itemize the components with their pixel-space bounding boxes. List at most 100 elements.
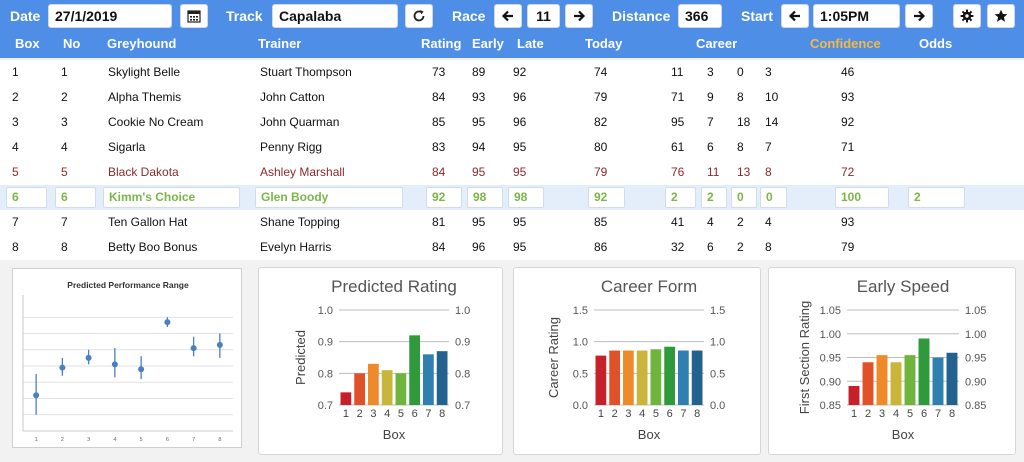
box-cell: 1 [12, 65, 19, 79]
confidence-cell: 46 [841, 65, 855, 79]
race-next-button[interactable] [565, 4, 593, 28]
settings-button[interactable] [953, 4, 981, 28]
race-number-field[interactable]: 11 [527, 4, 560, 28]
y2-tick-label: 1.0 [710, 337, 725, 349]
col-trainer[interactable]: Trainer [258, 36, 302, 51]
col-box[interactable]: Box [15, 36, 40, 51]
distance-field[interactable]: 366 [678, 4, 722, 28]
x-tick-label: 8 [694, 408, 700, 420]
col-early[interactable]: Early [472, 36, 504, 51]
x-tick-label: 3 [625, 408, 631, 420]
x-tick-label: 1 [598, 408, 604, 420]
trainer-cell: Ashley Marshall [260, 165, 345, 179]
table-row[interactable]: 3 3 Cookie No Cream John Quarman 85 95 9… [0, 110, 1024, 135]
confidence-cell: 72 [841, 165, 855, 179]
top-toolbar: Date 27/1/2019 Track Capalaba Race 11 Di… [0, 0, 1024, 32]
career-starts-cell: 61 [671, 140, 685, 154]
x-axis-label: Box [638, 427, 661, 442]
col-late[interactable]: Late [517, 36, 544, 51]
track-field[interactable]: Capalaba [272, 4, 398, 28]
bar-box-7 [423, 354, 434, 405]
x-tick-label: 4 [639, 408, 645, 420]
greyhound-cell: Cookie No Cream [108, 115, 204, 129]
trainer-cell: John Catton [260, 90, 325, 104]
rating-cell: 84 [432, 240, 446, 254]
early-cell: 96 [472, 240, 486, 254]
career-wins-cell: 4 [707, 215, 714, 229]
table-row[interactable]: 2 2 Alpha Themis John Catton 84 93 96 79… [0, 85, 1024, 110]
table-row[interactable]: 1 1 Skylight Belle Stuart Thompson 73 89… [0, 60, 1024, 85]
no-cell[interactable]: 6 [55, 187, 96, 208]
table-row-selected[interactable]: 6 6 Kimm's Choice Glen Boody 92 98 98 92… [0, 185, 1024, 210]
y-axis-label: Career Rating [546, 317, 561, 398]
career-seconds-cell[interactable]: 0 [731, 187, 757, 208]
start-next-button[interactable] [905, 4, 933, 28]
career-seconds-cell: 8 [737, 140, 744, 154]
chart-title: Predicted Performance Range [67, 280, 189, 290]
x-axis-label: Box [892, 427, 915, 442]
col-confidence[interactable]: Confidence [810, 36, 881, 51]
start-prev-button[interactable] [781, 4, 809, 28]
early-cell: 95 [472, 115, 486, 129]
data-point [138, 366, 145, 373]
col-career[interactable]: Career [696, 36, 738, 51]
career-wins-cell[interactable]: 2 [701, 187, 727, 208]
box-cell: 7 [12, 215, 19, 229]
data-point [33, 392, 40, 399]
race-prev-button[interactable] [494, 4, 522, 28]
greyhound-cell[interactable]: Kimm's Choice [103, 187, 240, 208]
col-greyhound[interactable]: Greyhound [107, 36, 177, 51]
col-odds[interactable]: Odds [919, 36, 953, 51]
career-starts-cell: 11 [671, 65, 684, 79]
distance-label: Distance [612, 8, 671, 24]
favourite-button[interactable] [987, 4, 1015, 28]
y-axis-label: Predicted [293, 330, 308, 385]
career-thirds-cell[interactable]: 0 [760, 187, 787, 208]
rating-cell: 85 [432, 115, 446, 129]
greyhound-cell: Betty Boo Bonus [108, 240, 198, 254]
x-tick-label: 2 [612, 408, 618, 420]
x-tick-label: 5 [140, 437, 143, 443]
table-row-scratched[interactable]: 5 5 Black Dakota Ashley Marshall 84 95 9… [0, 160, 1024, 185]
trainer-cell: Stuart Thompson [260, 65, 352, 79]
table-row[interactable]: 8 8 Betty Boo Bonus Evelyn Harris 84 96 … [0, 235, 1024, 260]
late-cell[interactable]: 98 [508, 187, 544, 208]
no-cell: 7 [61, 215, 68, 229]
y-tick-label: 0.9 [318, 337, 333, 349]
today-cell: 85 [594, 215, 608, 229]
refresh-button[interactable] [405, 4, 433, 28]
bar-box-1 [595, 355, 607, 405]
box-cell[interactable]: 6 [6, 187, 47, 208]
today-cell[interactable]: 92 [588, 187, 625, 208]
career-starts-cell[interactable]: 2 [665, 187, 696, 208]
table-row[interactable]: 4 4 Sigarla Penny Rigg 83 94 95 80 61 6 … [0, 135, 1024, 160]
start-time-field[interactable]: 1:05PM [813, 4, 900, 28]
greyhound-cell: Alpha Themis [108, 90, 182, 104]
calendar-button[interactable] [180, 4, 208, 28]
confidence-cell[interactable]: 100 [835, 187, 889, 208]
date-field[interactable]: 27/1/2019 [48, 4, 172, 28]
bar-box-4 [636, 350, 648, 405]
bar-box-7 [932, 357, 944, 405]
late-cell: 95 [513, 240, 527, 254]
odds-cell[interactable]: 2 [908, 187, 965, 208]
career-thirds-cell: 7 [765, 140, 772, 154]
y2-tick-label: 0.90 [965, 376, 986, 388]
box-cell: 8 [12, 240, 19, 254]
x-tick-label: 6 [166, 437, 169, 443]
early-cell[interactable]: 98 [467, 187, 503, 208]
career-thirds-cell: 8 [765, 165, 772, 179]
rating-cell[interactable]: 92 [426, 187, 462, 208]
chart-title: Early Speed [857, 277, 950, 296]
bar-box-8 [946, 352, 958, 405]
career-seconds-cell: 18 [737, 115, 751, 129]
table-row[interactable]: 7 7 Ten Gallon Hat Shane Topping 81 95 9… [0, 210, 1024, 235]
col-rating[interactable]: Rating [421, 36, 462, 51]
col-today[interactable]: Today [585, 36, 623, 51]
career-seconds-cell: 2 [737, 240, 744, 254]
bar-box-6 [918, 338, 930, 405]
trainer-cell[interactable]: Glen Boody [255, 187, 403, 208]
arrow-left-icon [788, 10, 800, 22]
data-point [190, 345, 197, 352]
col-no[interactable]: No [63, 36, 81, 51]
